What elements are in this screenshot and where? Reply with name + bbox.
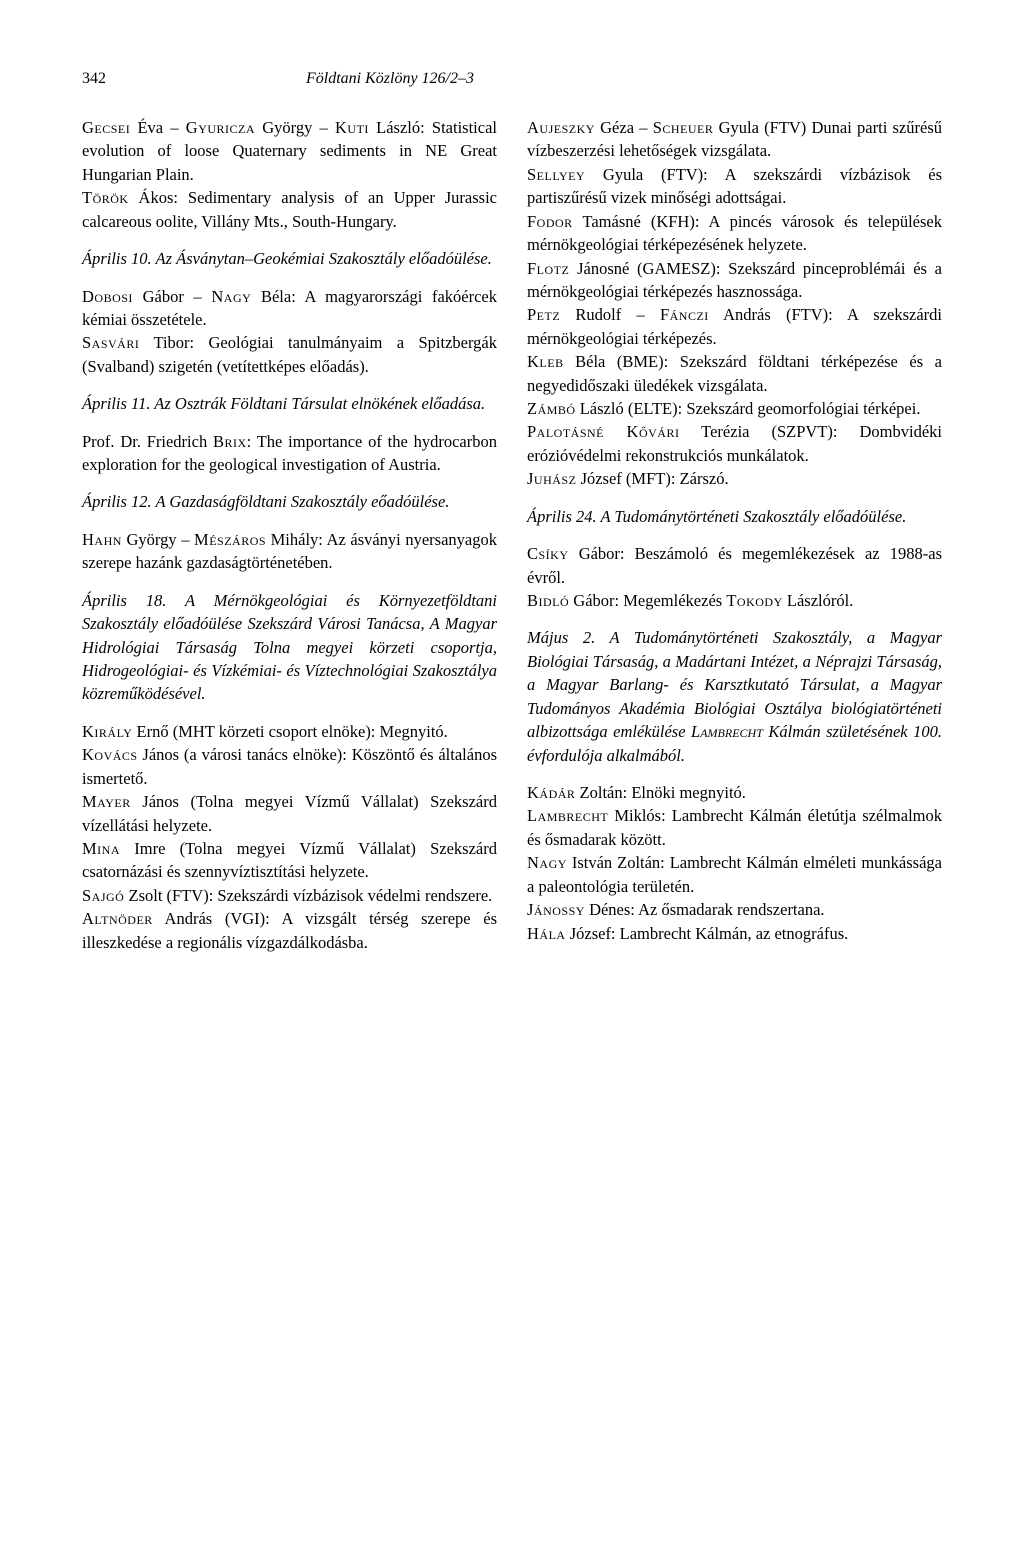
page-header: 342 Földtani Közlöny 126/2–3 bbox=[82, 70, 942, 88]
entry-paragraph: Aujeszky Géza – Scheuer Gyula (FTV) Duna… bbox=[527, 116, 942, 163]
entry-paragraph: Mina Imre (Tolna megyei Vízmű Vállalat) … bbox=[82, 837, 497, 884]
entry-paragraph: Palotásné Kővári Terézia (SZPVT): Dombvi… bbox=[527, 420, 942, 467]
page-number: 342 bbox=[82, 70, 106, 88]
entry-paragraph: Sajgó Zsolt (FTV): Szekszárdi vízbázisok… bbox=[82, 884, 497, 907]
section-heading: Május 2. A Tudománytörténeti Szakosztály… bbox=[527, 626, 942, 767]
entry-paragraph: Prof. Dr. Friedrich Brix: The importance… bbox=[82, 430, 497, 477]
entry-paragraph: Mayer János (Tolna megyei Vízmű Vállalat… bbox=[82, 790, 497, 837]
content-columns: Gecsei Éva – Gyuricza György – Kuti Lász… bbox=[82, 116, 942, 954]
entry-paragraph: Király Ernő (MHT körzeti csoport elnöke)… bbox=[82, 720, 497, 743]
section-heading: Április 12. A Gazdaságföldtani Szakosztá… bbox=[82, 490, 497, 513]
entry-paragraph: Lambrecht Miklós: Lambrecht Kálmán életú… bbox=[527, 804, 942, 851]
entry-paragraph: Jánossy Dénes: Az ősmadarak rendszertana… bbox=[527, 898, 942, 921]
entry-paragraph: Altnöder András (VGI): A vizsgált térség… bbox=[82, 907, 497, 954]
entry-paragraph: Kovács János (a városi tanács elnöke): K… bbox=[82, 743, 497, 790]
left-column: Gecsei Éva – Gyuricza György – Kuti Lász… bbox=[82, 116, 497, 954]
entry-paragraph: Sasvári Tibor: Geológiai tanulmányaim a … bbox=[82, 331, 497, 378]
entry-paragraph: Csíky Gábor: Beszámoló és megemlékezések… bbox=[527, 542, 942, 589]
entry-paragraph: Fodor Tamásné (KFH): A pincés városok és… bbox=[527, 210, 942, 257]
entry-paragraph: Kleb Béla (BME): Szekszárd földtani térk… bbox=[527, 350, 942, 397]
entry-paragraph: Kádár Zoltán: Elnöki megnyitó. bbox=[527, 781, 942, 804]
entry-paragraph: Hála József: Lambrecht Kálmán, az etnogr… bbox=[527, 922, 942, 945]
right-column: Aujeszky Géza – Scheuer Gyula (FTV) Duna… bbox=[527, 116, 942, 954]
section-heading: Április 18. A Mérnökgeológiai és Környez… bbox=[82, 589, 497, 706]
entry-paragraph: Nagy István Zoltán: Lambrecht Kálmán elm… bbox=[527, 851, 942, 898]
entry-paragraph: Gecsei Éva – Gyuricza György – Kuti Lász… bbox=[82, 116, 497, 186]
journal-title: Földtani Közlöny 126/2–3 bbox=[306, 70, 474, 88]
entry-paragraph: Dobosi Gábor – Nagy Béla: A magyarország… bbox=[82, 285, 497, 332]
entry-paragraph: Török Ákos: Sedimentary analysis of an U… bbox=[82, 186, 497, 233]
section-heading: Április 11. Az Osztrák Földtani Társulat… bbox=[82, 392, 497, 415]
entry-paragraph: Juhász József (MFT): Zárszó. bbox=[527, 467, 942, 490]
section-heading: Április 24. A Tudománytörténeti Szakoszt… bbox=[527, 505, 942, 528]
section-heading: Április 10. Az Ásványtan–Geokémiai Szako… bbox=[82, 247, 497, 270]
entry-paragraph: Petz Rudolf – Fánczi András (FTV): A sze… bbox=[527, 303, 942, 350]
entry-paragraph: Zámbó László (ELTE): Szekszárd geomorfol… bbox=[527, 397, 942, 420]
entry-paragraph: Hahn György – Mészáros Mihály: Az ásvány… bbox=[82, 528, 497, 575]
entry-paragraph: Sellyey Gyula (FTV): A szekszárdi vízbáz… bbox=[527, 163, 942, 210]
entry-paragraph: Flotz Jánosné (GAMESZ): Szekszárd pincep… bbox=[527, 257, 942, 304]
entry-paragraph: Bidló Gábor: Megemlékezés Tokody Lászlór… bbox=[527, 589, 942, 612]
